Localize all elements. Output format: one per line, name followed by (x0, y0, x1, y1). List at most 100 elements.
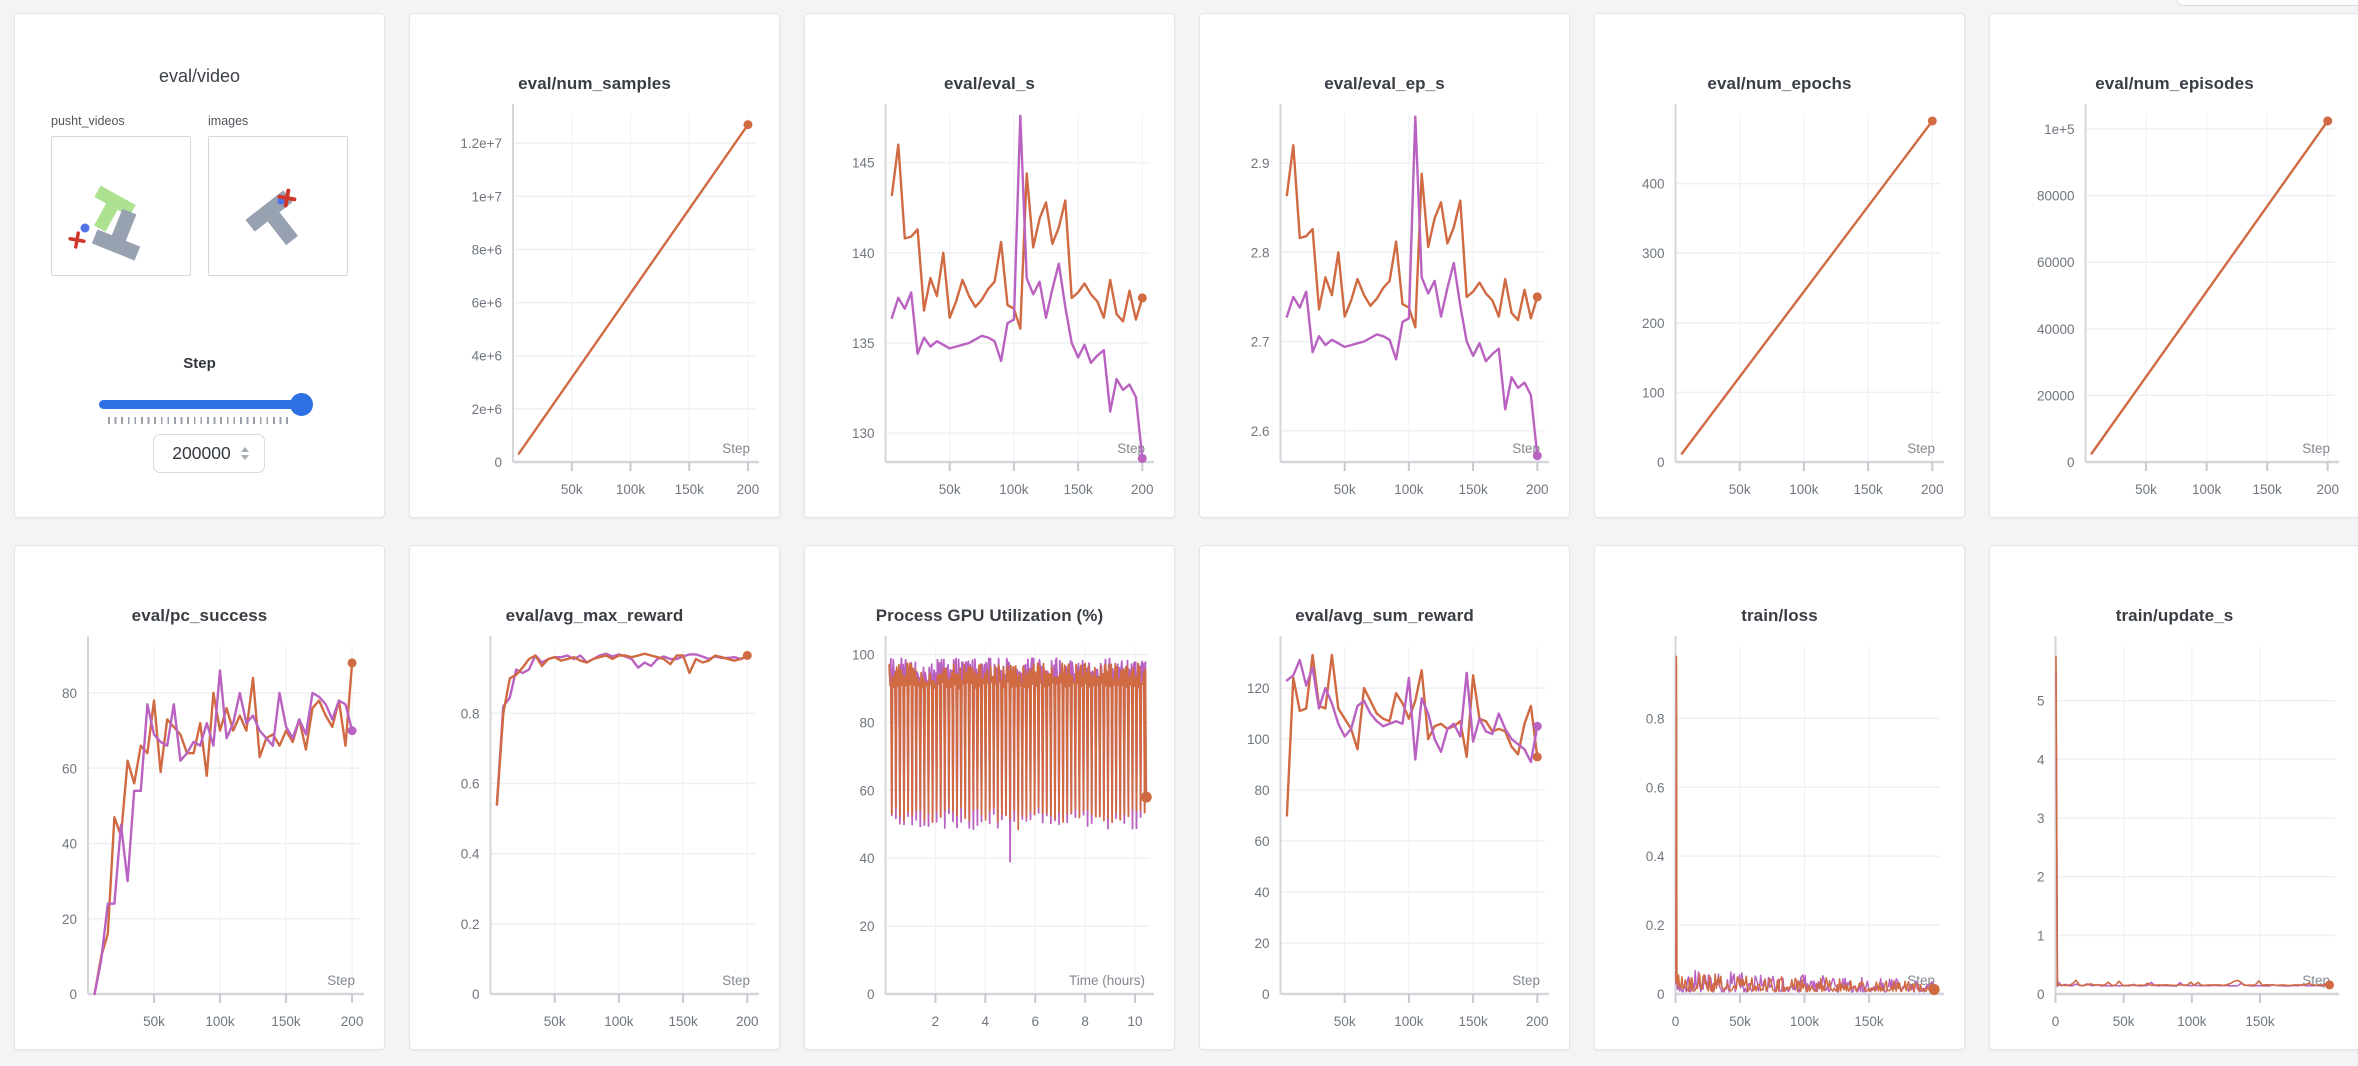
svg-text:0: 0 (867, 987, 875, 1002)
chart-title: eval/num_samples (518, 74, 671, 93)
svg-text:100: 100 (852, 647, 875, 662)
chart-canvas: 2 4 6 8 10 100 80 60 40 20 0 Time (hours) (852, 636, 1154, 1029)
svg-text:6: 6 (1031, 1014, 1039, 1029)
svg-text:200: 200 (1642, 316, 1665, 331)
svg-text:150k: 150k (1853, 482, 1883, 497)
stepper-arrows[interactable] (240, 447, 249, 460)
series-end-marker (1137, 453, 1147, 463)
svg-text:0: 0 (2037, 987, 2045, 1002)
series-end-marker (1532, 752, 1542, 762)
chart-panel[interactable]: train/loss 0 50k 100k 150k 0.8 0.6 0.4 0.2 0 Step (1594, 545, 1965, 1050)
chart-panel[interactable]: eval/num_epochs 50k 100k 150k 200 400 300 200 10… (1594, 13, 1965, 518)
svg-text:50k: 50k (544, 1014, 566, 1029)
chart-panel[interactable]: Process GPU Utilization (%) 2 4 6 8 10 100 80 60… (804, 545, 1175, 1050)
svg-text:20000: 20000 (2037, 388, 2075, 403)
x-axis-label: Step (722, 973, 750, 988)
x-axis-label: Step (1907, 441, 1935, 456)
series-end-marker (1927, 116, 1937, 126)
svg-text:120: 120 (1247, 681, 1270, 696)
chart-panel[interactable]: eval/avg_max_reward 50k 100k 150k 200 0.8 0.6 0… (409, 545, 780, 1050)
svg-text:100k: 100k (2192, 482, 2222, 497)
svg-text:50k: 50k (1729, 1014, 1751, 1029)
chart-panel[interactable]: eval/num_episodes 50k 100k 150k 200 1e+5 80000… (1989, 13, 2358, 518)
svg-text:3: 3 (2037, 811, 2045, 826)
decrement-arrow-icon[interactable] (240, 455, 249, 460)
svg-text:4: 4 (982, 1014, 990, 1029)
step-value-input[interactable] (169, 443, 234, 464)
svg-text:0: 0 (1657, 455, 1665, 470)
svg-text:1: 1 (2037, 928, 2045, 943)
svg-text:150k: 150k (1458, 482, 1488, 497)
svg-text:300: 300 (1642, 246, 1665, 261)
increment-arrow-icon[interactable] (240, 447, 249, 452)
series-line-orange (2090, 119, 2329, 455)
series-line-purple (495, 652, 749, 806)
x-axis-label: Step (2302, 441, 2330, 456)
step-slider-track[interactable] (99, 393, 313, 416)
svg-text:50k: 50k (1729, 482, 1751, 497)
cropped-panel-edge (2176, 0, 2358, 6)
svg-text:150k: 150k (271, 1014, 301, 1029)
gray-t-shape (91, 208, 141, 261)
svg-text:0.2: 0.2 (1646, 918, 1665, 933)
svg-text:100k: 100k (604, 1014, 634, 1029)
step-slider-ticks (108, 417, 290, 424)
series-end-marker (347, 658, 357, 668)
media-panel-eval-video[interactable]: eval/video pusht_videos images (14, 13, 385, 518)
agent-dot (80, 223, 90, 233)
media-key-label: images (208, 114, 249, 128)
svg-text:0.8: 0.8 (461, 706, 480, 721)
svg-text:80: 80 (859, 715, 874, 730)
chart-title: eval/eval_s (944, 74, 1035, 93)
x-axis-label: Step (1512, 973, 1540, 988)
svg-text:60000: 60000 (2037, 255, 2075, 270)
svg-text:0: 0 (472, 987, 480, 1002)
target-cross (68, 231, 86, 249)
svg-text:80000: 80000 (2037, 189, 2075, 204)
green-t-shape (94, 185, 136, 232)
chart-panel[interactable]: eval/eval_ep_s 50k 100k 150k 200 2.9 2.8 2.7 2.6… (1199, 13, 1570, 518)
svg-text:6e+6: 6e+6 (472, 296, 502, 311)
svg-text:100: 100 (1642, 385, 1665, 400)
series-end-marker (1928, 984, 1940, 996)
x-axis-label: Step (327, 973, 355, 988)
svg-text:20: 20 (1254, 936, 1269, 951)
chart-title: Process GPU Utilization (%) (875, 606, 1104, 625)
svg-text:0: 0 (494, 455, 502, 470)
step-slider-handle[interactable] (290, 393, 313, 416)
svg-text:50k: 50k (939, 482, 961, 497)
series-end-marker (1532, 292, 1542, 302)
svg-text:200: 200 (1526, 1014, 1549, 1029)
chart-panel[interactable]: eval/eval_s 50k 100k 150k 200 145 140 135 130 Ste… (804, 13, 1175, 518)
x-axis-label: Step (1117, 441, 1145, 456)
svg-text:100k: 100k (205, 1014, 235, 1029)
series-end-marker (1140, 791, 1152, 803)
images-thumbnail[interactable] (208, 136, 348, 276)
series-end-marker (1532, 721, 1542, 731)
chart-title: train/update_s (2115, 606, 2234, 625)
pusht-video-thumbnail[interactable] (51, 136, 191, 276)
series-line-purple (93, 669, 354, 996)
chart-canvas: 50k 100k 150k 200 400 300 200 100 0 Step (1642, 104, 1944, 497)
chart-panel[interactable]: train/update_s 0 50k 100k 150k 5 4 3 2 1 0 Step (1989, 545, 2358, 1050)
chart-panel[interactable]: eval/num_samples 50k 100k 150k 200 1.2e+7 1e+7… (409, 13, 780, 518)
series-end-marker (1137, 293, 1147, 303)
svg-text:0: 0 (1657, 987, 1665, 1002)
svg-text:200: 200 (736, 1014, 759, 1029)
series-line-purple (890, 114, 1144, 460)
svg-text:10: 10 (1128, 1014, 1143, 1029)
chart-title: eval/eval_ep_s (1324, 74, 1445, 93)
svg-text:1e+7: 1e+7 (472, 189, 502, 204)
svg-text:60: 60 (859, 783, 874, 798)
chart-canvas: 50k 100k 150k 200 145 140 135 130 Step (852, 104, 1154, 497)
chart-panel[interactable]: eval/avg_sum_reward 50k 100k 150k 200 120 100 8… (1199, 545, 1570, 1050)
svg-text:0: 0 (1262, 987, 1270, 1002)
series-end-marker (743, 120, 753, 130)
chart-panel[interactable]: eval/pc_success 50k 100k 150k 200 80 60 40 20 0 St… (14, 545, 385, 1050)
svg-text:8e+6: 8e+6 (472, 242, 502, 257)
svg-text:2: 2 (2037, 870, 2045, 885)
series-end-marker (1532, 451, 1542, 461)
svg-text:135: 135 (852, 336, 875, 351)
